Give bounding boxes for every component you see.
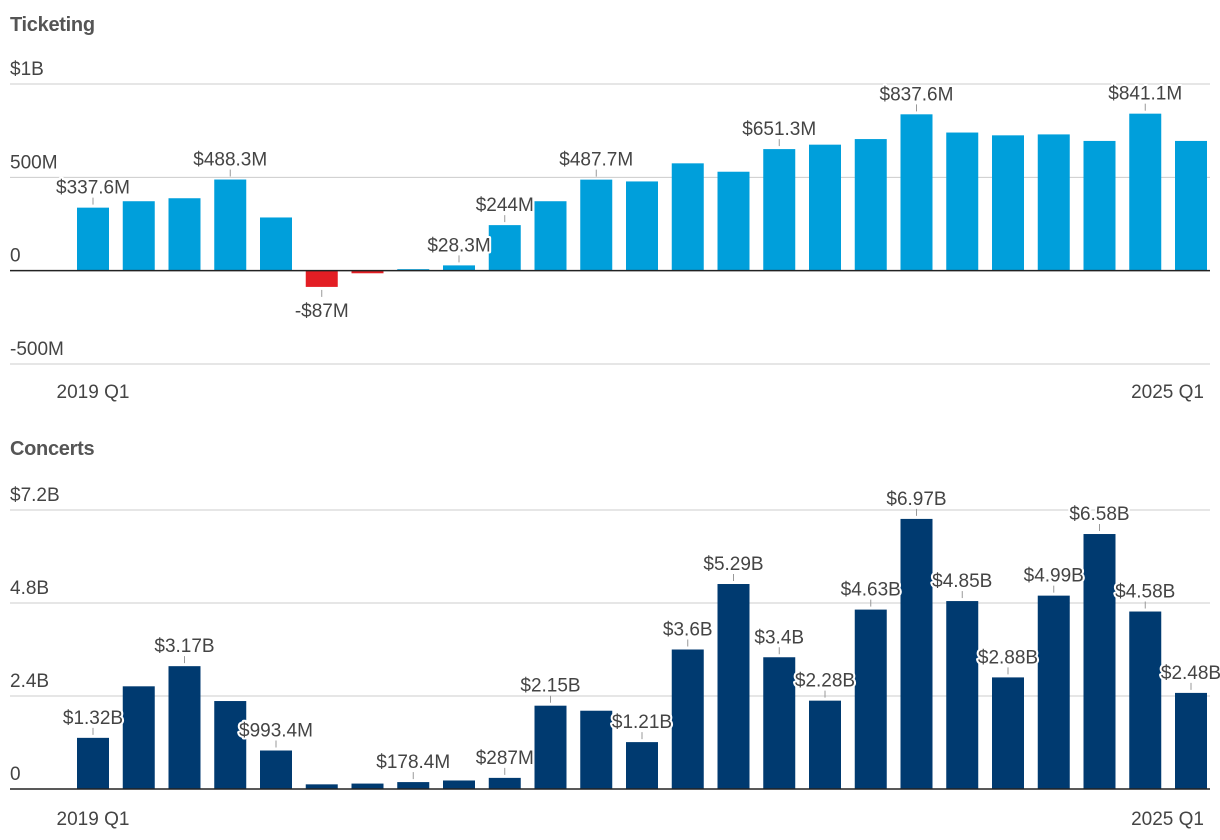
- ticketing-bar: [992, 135, 1024, 271]
- concerts-bar: [946, 601, 979, 789]
- ticketing-data-label: $651.3M: [742, 119, 816, 140]
- concerts-bar: [1175, 692, 1207, 789]
- concerts-bar: [717, 584, 750, 789]
- concerts-x-label-first: 2019 Q1: [57, 809, 130, 830]
- concerts-data-label: $4.85B: [932, 571, 992, 592]
- concerts-bar: [671, 649, 704, 789]
- ticketing-bar: [1175, 140, 1207, 271]
- ticketing-chart-title: Ticketing: [10, 14, 95, 36]
- concerts-bar: [992, 677, 1024, 789]
- concerts-bar: [305, 784, 338, 789]
- ticketing-bar: [214, 179, 247, 271]
- concerts-data-label: $1.21B: [612, 712, 672, 733]
- ticketing-data-label: $841.1M: [1108, 84, 1182, 105]
- ticketing-bar: [809, 144, 841, 271]
- ticketing-data-label: $487.7M: [559, 150, 633, 171]
- ticketing-data-label: $244M: [476, 195, 534, 216]
- ticketing-chart: $1B 500M 0 -500M $337.6M $488.3M -$87M $28.3M $2…: [10, 59, 1210, 403]
- concerts-bar: [1083, 534, 1116, 789]
- ticketing-bar: [77, 207, 109, 271]
- ticketing-x-label-first: 2019 Q1: [57, 382, 130, 403]
- concerts-bar: [443, 780, 475, 789]
- concerts-bar: [580, 710, 613, 789]
- concerts-bar: [900, 518, 933, 789]
- concerts-y-tick-label: 4.8B: [10, 578, 49, 599]
- ticketing-bar: [763, 149, 796, 271]
- ticketing-bar: [122, 201, 155, 271]
- concerts-data-label: $4.63B: [841, 580, 901, 601]
- concerts-y-tick-label: 0: [10, 764, 21, 785]
- ticketing-y-tick-label: $1B: [10, 59, 44, 80]
- concerts-data-label: $2.48B: [1161, 663, 1220, 684]
- concerts-bar: [260, 750, 292, 789]
- concerts-bar: [534, 705, 567, 789]
- concerts-bar: [122, 686, 155, 789]
- concerts-data-label: $3.17B: [154, 636, 214, 657]
- concerts-y-tick-label: $7.2B: [10, 485, 60, 506]
- concerts-data-label: $287M: [476, 748, 534, 769]
- concerts-bar: [626, 742, 658, 789]
- concerts-bar: [351, 783, 384, 789]
- ticketing-data-label: $28.3M: [427, 235, 490, 256]
- ticketing-y-tick-label: -500M: [10, 339, 64, 360]
- ticketing-bar: [305, 270, 338, 287]
- concerts-bar: [1129, 611, 1162, 789]
- concerts-bar: [854, 609, 887, 789]
- ticketing-bar: [351, 270, 384, 274]
- ticketing-bar: [443, 265, 475, 271]
- concerts-bar: [168, 666, 201, 789]
- concerts-data-label: $6.58B: [1069, 504, 1129, 525]
- ticketing-bar: [900, 114, 933, 271]
- ticketing-bar: [717, 171, 750, 271]
- concerts-data-label: $3.6B: [663, 620, 713, 641]
- concerts-data-label: $4.58B: [1115, 582, 1175, 603]
- ticketing-data-label: $837.6M: [880, 84, 954, 105]
- concerts-bar: [77, 737, 109, 789]
- ticketing-bar: [1129, 113, 1162, 271]
- ticketing-x-label-last: 2025 Q1: [1131, 382, 1204, 403]
- concerts-data-label: $3.4B: [754, 627, 804, 648]
- concerts-chart: $7.2B 4.8B 2.4B 0 $1.32B $3.17B $993.4M $178.4M…: [10, 485, 1220, 830]
- ticketing-data-label: -$87M: [295, 301, 349, 322]
- concerts-y-tick-label: 2.4B: [10, 671, 49, 692]
- ticketing-bar: [626, 181, 658, 271]
- ticketing-bar: [854, 139, 887, 271]
- ticketing-bar: [1083, 140, 1116, 271]
- concerts-bar: [1037, 595, 1070, 789]
- concerts-data-label: $6.97B: [886, 489, 946, 510]
- concerts-data-label: $993.4M: [239, 721, 313, 742]
- concerts-bar: [214, 701, 247, 789]
- concerts-data-label: $4.99B: [1024, 566, 1084, 587]
- ticketing-bar: [488, 225, 521, 271]
- ticketing-bar: [946, 132, 979, 271]
- concerts-bar: [809, 700, 841, 789]
- ticketing-bar: [260, 217, 292, 271]
- concerts-data-label: $2.28B: [795, 671, 855, 692]
- ticketing-y-tick-label: 500M: [10, 152, 58, 173]
- concerts-bar: [397, 782, 430, 789]
- ticketing-y-tick-label: 0: [10, 246, 21, 267]
- concerts-data-label: $178.4M: [376, 752, 450, 773]
- ticketing-bar: [168, 198, 201, 271]
- concerts-data-label: $2.88B: [978, 647, 1038, 668]
- concerts-bar: [488, 777, 521, 789]
- ticketing-bar: [1037, 134, 1070, 271]
- ticketing-bar: [580, 179, 613, 271]
- ticketing-data-label: $337.6M: [56, 178, 130, 199]
- ticketing-bar: [671, 163, 704, 271]
- ticketing-data-label: $488.3M: [193, 150, 267, 171]
- concerts-data-label: $2.15B: [520, 676, 580, 697]
- concerts-data-label: $5.29B: [703, 554, 763, 575]
- concerts-x-label-last: 2025 Q1: [1131, 809, 1204, 830]
- ticketing-bar: [534, 201, 567, 271]
- concerts-chart-title: Concerts: [10, 438, 95, 460]
- concerts-bar: [763, 657, 796, 789]
- concerts-data-label: $1.32B: [63, 708, 123, 729]
